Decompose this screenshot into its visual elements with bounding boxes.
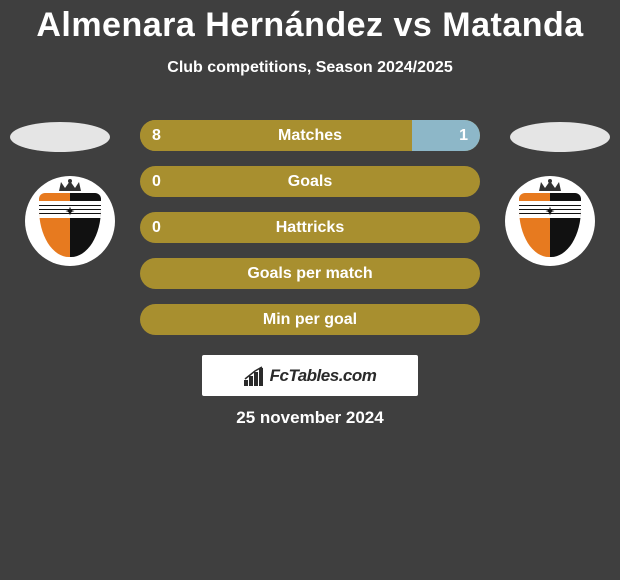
stat-bar: Min per goal (140, 304, 480, 335)
page-subtitle: Club competitions, Season 2024/2025 (0, 59, 620, 77)
eagle-icon: ✦ (65, 205, 74, 218)
barchart-icon (244, 366, 266, 386)
stat-bar-left-value: 0 (152, 166, 161, 197)
crown-icon (537, 179, 563, 193)
stat-bar-left-segment (140, 304, 480, 335)
comparison-bars: Matches81Goals0Hattricks0Goals per match… (140, 120, 480, 350)
source-logo-text: FcTables.com (270, 366, 377, 386)
crown-icon (57, 179, 83, 193)
stat-bar: Goals per match (140, 258, 480, 289)
stat-bar-left-value: 0 (152, 212, 161, 243)
stat-bar-right-value: 1 (459, 120, 468, 151)
club-shield-icon: ✦ (39, 185, 101, 257)
stat-bar: Matches81 (140, 120, 480, 151)
page-title: Almenara Hernández vs Matanda (0, 0, 620, 45)
stat-bar: Goals0 (140, 166, 480, 197)
stat-bar-left-segment (140, 120, 412, 151)
stat-bar-left-value: 8 (152, 120, 161, 151)
eagle-icon: ✦ (545, 205, 554, 218)
snapshot-date: 25 november 2024 (0, 408, 620, 428)
player-left-photo-placeholder (10, 122, 110, 152)
stat-bar: Hattricks0 (140, 212, 480, 243)
stat-bar-left-segment (140, 258, 480, 289)
player-right-photo-placeholder (510, 122, 610, 152)
stat-bar-left-segment (140, 212, 480, 243)
stat-bar-left-segment (140, 166, 480, 197)
club-badge-right: ✦ (505, 176, 595, 266)
stat-bar-right-segment (412, 120, 480, 151)
club-badge-left: ✦ (25, 176, 115, 266)
source-logo: FcTables.com (202, 355, 418, 396)
club-shield-icon: ✦ (519, 185, 581, 257)
